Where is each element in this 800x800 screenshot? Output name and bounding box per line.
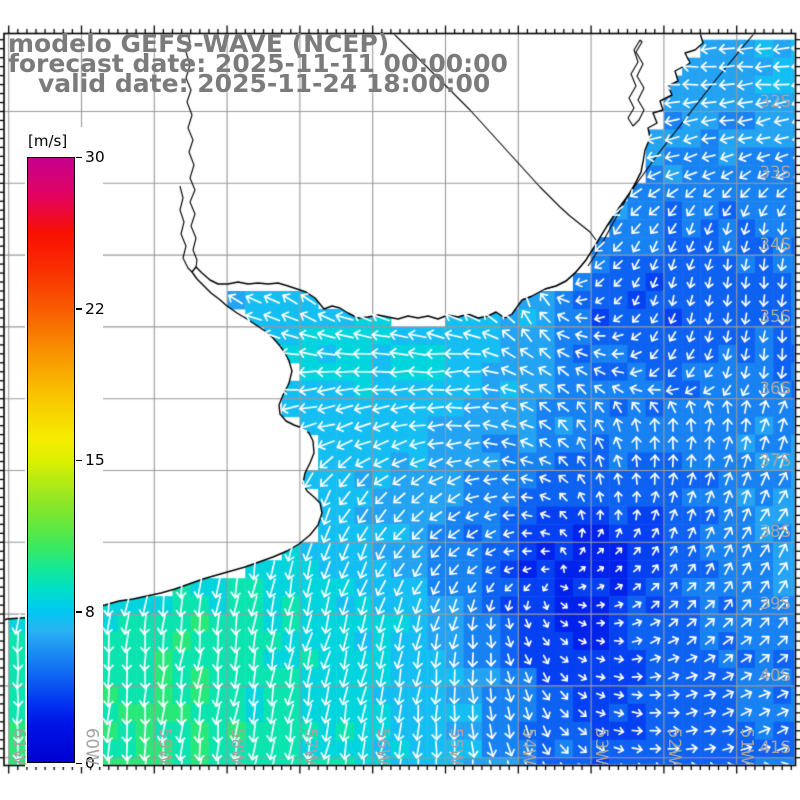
lon-label: 52W [664,728,684,766]
colorbar-tick-label: 8 [85,602,95,621]
lat-label: 33S [759,163,791,183]
valid-date: valid date: 2025-11-24 18:00:00 [38,69,491,98]
lat-label: 38S [759,522,791,542]
colorbar-tick-label: 30 [85,148,105,166]
lon-label: 53W [592,728,612,766]
lat-label: 35S [759,306,791,326]
colorbar-tick-mark [76,156,82,158]
lat-label: 40S [759,665,791,685]
lon-label: 59W [155,728,175,766]
lon-label: 60W [82,728,102,766]
colorbar-unit-label: [m/s] [28,132,68,150]
colorbar-tick-mark [76,308,82,310]
forecast-date: forecast date: 2025-11-11 00:00:00 [8,49,508,78]
lon-label: 55W [446,728,466,766]
lon-label: 61W [9,728,29,766]
colorbar-tick-mark [76,459,82,461]
lat-label: 37S [759,450,791,470]
colorbar-tick-label: 22 [85,299,105,318]
colorbar-tick-label: 15 [85,451,105,469]
colorbar-tick-label: 0 [85,754,95,772]
lon-label: 54W [519,728,539,766]
lat-label: 36S [759,378,791,398]
model-title: modelo GEFS-WAVE (NCEP) [8,29,390,58]
lat-label: 32S [759,91,791,111]
lon-label: 51W [737,728,757,766]
colorbar: [m/s] 30 22 15 8 0 [25,127,105,772]
lon-label: 56W [373,728,393,766]
colorbar-tick-mark [76,611,82,613]
lon-label: 58W [228,728,248,766]
lat-label: 41S [759,737,791,757]
colorbar-tick-mark [76,762,82,764]
lat-label: 34S [759,235,791,255]
lon-label: 57W [300,728,320,766]
colorbar-gradient [27,157,75,763]
lat-label: 39S [759,594,791,614]
